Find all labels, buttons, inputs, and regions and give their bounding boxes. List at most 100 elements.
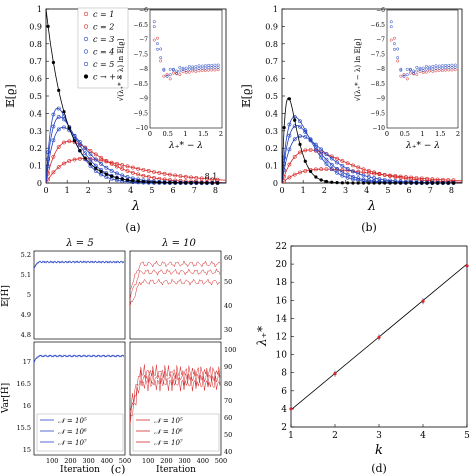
- y-tick-label: 0: [273, 179, 278, 188]
- data-point: [167, 172, 172, 177]
- data-point: [329, 154, 334, 159]
- panel-c-right-title: λ = 10: [161, 238, 196, 249]
- series-line: [33, 260, 125, 270]
- y-tick-label: 0.4: [265, 109, 278, 118]
- y-tick-label: 14: [276, 314, 288, 324]
- inset-point: [402, 74, 406, 78]
- data-point: [141, 167, 146, 172]
- data-point: [162, 171, 167, 176]
- data-point: [104, 159, 109, 163]
- data-point: [88, 162, 93, 166]
- data-point: [356, 165, 361, 170]
- inset-point: [168, 67, 172, 71]
- x-tick-label: 1: [288, 431, 294, 441]
- data-point: [199, 176, 204, 181]
- inset-x-tick-label: 0: [385, 130, 389, 138]
- x-tick-label: 2: [332, 431, 338, 441]
- y-tick-label: 70: [224, 397, 232, 405]
- inset-point: [396, 56, 400, 60]
- inset-point: [165, 74, 169, 78]
- data-point: [319, 167, 324, 172]
- data-point: [120, 173, 125, 178]
- data-point: [393, 181, 397, 185]
- panel-a-inset-frame: [149, 9, 223, 129]
- inset-y-tick-label: −7: [376, 37, 385, 44]
- panel-c-top-right-frame: [129, 250, 222, 340]
- x-tick-label: 7: [428, 186, 433, 195]
- x-tick-label: 100: [142, 457, 154, 465]
- inset-y-tick-label: −7: [139, 37, 148, 44]
- x-tick-label: 4: [420, 431, 426, 441]
- data-point: [340, 181, 344, 185]
- inset-point: [431, 65, 435, 68]
- panel-b-series: [281, 97, 462, 185]
- inset-y-tick-label: −8.5: [133, 81, 148, 88]
- y-tick-label: 1: [273, 5, 278, 14]
- data-point: [130, 170, 135, 175]
- data-point: [78, 148, 82, 153]
- y-tick-label: 0.6: [29, 75, 42, 84]
- inset-x-tick-label: 0.5: [163, 130, 173, 138]
- panel-d-ylabel: λ₊*: [255, 326, 269, 347]
- series-line: [33, 354, 125, 363]
- data-point: [115, 176, 119, 180]
- data-point: [465, 264, 469, 268]
- x-tick-label: 0: [279, 186, 284, 195]
- series-line: [129, 364, 221, 413]
- y-tick-label: 1: [37, 5, 42, 14]
- data-point: [67, 159, 72, 163]
- panel-a-series: [45, 8, 226, 185]
- series-line: [129, 278, 221, 307]
- data-point: [46, 150, 51, 155]
- inset-point: [159, 56, 163, 60]
- data-point: [335, 166, 339, 171]
- inset-point: [184, 66, 188, 70]
- data-point: [287, 175, 292, 180]
- data-point: [215, 181, 220, 185]
- data-point: [93, 152, 98, 157]
- inset-point: [207, 63, 211, 67]
- inset-point: [408, 71, 412, 75]
- inset-x-tick-label: 1: [183, 130, 187, 138]
- data-point: [446, 181, 450, 185]
- data-point: [125, 164, 130, 169]
- inset-y-tick-label: −9.5: [370, 110, 385, 117]
- inset-point: [171, 71, 175, 75]
- data-point: [319, 147, 324, 152]
- panel-c-left-title: λ = 5: [65, 238, 93, 249]
- data-point: [351, 163, 355, 168]
- panel-b: 0 1 2 3 4 5 6 7 8 0 0.1 0.2 0.3 0.4 0.5 0.6 0.7 0.8 0.9 1 λ…: [240, 5, 463, 234]
- data-point: [361, 173, 366, 178]
- data-point: [351, 174, 355, 179]
- panel-b-inset: 0 0.5 1 1.5 2 −6 −6.5 −7 −7.5 −8 −8.5 −9 −9.5 −10 λ₊*…: [354, 7, 460, 151]
- data-point: [382, 173, 387, 177]
- series-line: [129, 376, 221, 425]
- x-tick-label: 3: [107, 186, 112, 195]
- data-point: [329, 156, 334, 161]
- inset-point: [393, 47, 396, 51]
- inset-point: [162, 68, 166, 72]
- data-point: [441, 181, 445, 185]
- x-tick-label: 500: [119, 457, 131, 465]
- data-point: [88, 158, 93, 162]
- data-point: [46, 164, 51, 169]
- inset-point: [408, 67, 412, 71]
- y-tick-label: 5.2: [21, 251, 31, 259]
- data-point: [329, 167, 334, 171]
- panel-b-ticks: 0 1 2 3 4 5 6 7 8 0 0.1 0.2 0.3 0.4 0.5 0.6 0.7 0.8 0.9 1: [265, 5, 454, 195]
- caption-c: (c): [111, 463, 126, 474]
- inset-point: [415, 65, 419, 69]
- panel-c-bottom-right-frame: [129, 341, 222, 456]
- y-tick-label: 40: [224, 302, 232, 310]
- inset-point: [415, 69, 419, 73]
- data-point: [346, 181, 350, 185]
- x-tick-label: 100: [46, 457, 58, 465]
- inset-point: [424, 70, 428, 74]
- data-point: [287, 147, 292, 152]
- panel-c-legend: 𝒩 = 10⁵ 𝒩 = 10⁵ 𝒩 = 10⁶ 𝒩 = 10⁶ 𝒩 = 10⁷ 𝒩 = 1…: [36, 413, 220, 452]
- data-point: [324, 152, 329, 157]
- inset-point: [415, 73, 419, 76]
- inset-point: [156, 42, 159, 46]
- data-point: [120, 177, 124, 181]
